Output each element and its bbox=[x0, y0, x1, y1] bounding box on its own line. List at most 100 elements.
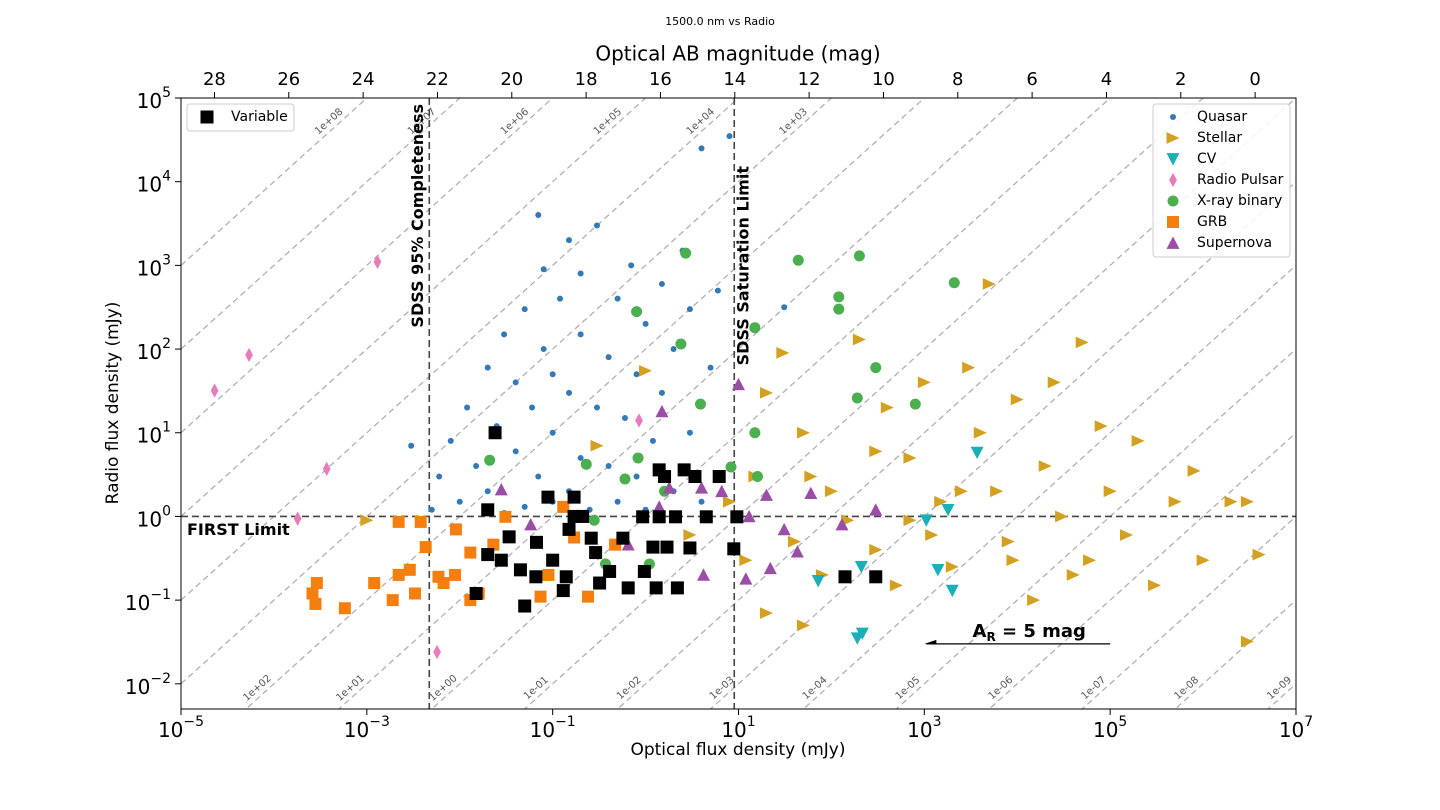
point bbox=[636, 510, 650, 524]
legend-label: Variable bbox=[231, 109, 288, 125]
ratio-line bbox=[337, 98, 1019, 709]
point bbox=[588, 514, 600, 526]
point bbox=[1187, 465, 1201, 477]
x2-tick-label: 0 bbox=[1249, 69, 1260, 90]
point bbox=[869, 543, 883, 556]
point bbox=[449, 568, 462, 581]
point bbox=[1252, 548, 1266, 561]
point bbox=[540, 266, 547, 273]
point bbox=[521, 306, 528, 313]
point bbox=[1147, 579, 1161, 592]
point bbox=[670, 581, 684, 595]
legend-marker bbox=[1166, 236, 1180, 249]
point bbox=[725, 461, 737, 473]
ratio-label: 1e-03 bbox=[708, 675, 737, 702]
point bbox=[245, 347, 253, 363]
reference-label: SDSS Saturation Limit bbox=[734, 166, 753, 366]
point bbox=[686, 306, 693, 313]
point bbox=[1055, 510, 1069, 523]
point bbox=[990, 485, 1004, 498]
point bbox=[739, 572, 753, 585]
point bbox=[501, 331, 508, 338]
point bbox=[727, 542, 741, 556]
point bbox=[670, 346, 677, 353]
point bbox=[683, 541, 697, 555]
point bbox=[1120, 529, 1134, 541]
point bbox=[521, 503, 528, 510]
point bbox=[759, 386, 773, 399]
point bbox=[749, 322, 761, 334]
point bbox=[549, 429, 556, 436]
point bbox=[593, 576, 607, 590]
point bbox=[838, 570, 852, 584]
tick-label: 105 bbox=[137, 85, 171, 113]
ratio-label: 1e-07 bbox=[1079, 675, 1108, 702]
ratio-line bbox=[709, 181, 1296, 709]
point bbox=[677, 463, 691, 477]
point bbox=[835, 518, 849, 531]
point bbox=[464, 404, 471, 411]
point bbox=[637, 564, 651, 578]
x2-tick-label: 28 bbox=[203, 69, 226, 90]
x2-tick-label: 22 bbox=[426, 69, 449, 90]
point bbox=[456, 498, 463, 505]
point bbox=[633, 371, 640, 378]
x-axis-label: Optical flux density (mJy) bbox=[630, 740, 845, 760]
point bbox=[310, 577, 323, 590]
point bbox=[1075, 336, 1089, 349]
point bbox=[919, 514, 933, 527]
point bbox=[484, 454, 496, 466]
point bbox=[1168, 495, 1182, 508]
point bbox=[408, 442, 415, 449]
point bbox=[903, 514, 917, 527]
point bbox=[481, 503, 495, 517]
tick-exponent: −5 bbox=[183, 714, 204, 730]
point bbox=[804, 470, 818, 483]
point bbox=[484, 364, 491, 371]
point bbox=[869, 570, 883, 584]
point bbox=[529, 404, 536, 411]
point bbox=[306, 587, 319, 600]
legend-marker bbox=[200, 110, 214, 124]
legend-marker bbox=[1166, 153, 1180, 166]
x2-tick-label: 20 bbox=[500, 69, 523, 90]
point bbox=[1038, 460, 1052, 472]
tick-base: 10 bbox=[137, 340, 162, 364]
point bbox=[540, 346, 547, 353]
x2-tick-label: 8 bbox=[952, 69, 963, 90]
point bbox=[698, 498, 705, 505]
point bbox=[360, 514, 374, 527]
point bbox=[577, 270, 584, 277]
point bbox=[556, 584, 570, 598]
ratio-line bbox=[1081, 515, 1296, 709]
point bbox=[751, 471, 763, 483]
point bbox=[962, 361, 976, 374]
point bbox=[759, 607, 773, 619]
point bbox=[649, 581, 663, 595]
point bbox=[698, 145, 705, 152]
point bbox=[934, 495, 948, 508]
x2-tick-label: 2 bbox=[1175, 69, 1186, 90]
point bbox=[889, 579, 903, 592]
point bbox=[338, 602, 351, 615]
tick-label: 105 bbox=[1093, 714, 1127, 742]
point bbox=[502, 530, 516, 544]
point bbox=[386, 594, 399, 607]
point bbox=[566, 237, 573, 244]
point bbox=[557, 295, 564, 302]
point bbox=[973, 426, 987, 439]
point bbox=[695, 481, 709, 494]
tick-label: 100 bbox=[137, 503, 171, 531]
tick-base: 10 bbox=[137, 172, 162, 196]
point bbox=[945, 584, 959, 598]
tick-base: 10 bbox=[344, 718, 369, 742]
ratio-line bbox=[616, 98, 1296, 709]
tick-exponent: 0 bbox=[162, 503, 171, 519]
point bbox=[662, 481, 676, 494]
point bbox=[512, 379, 519, 386]
point bbox=[688, 470, 702, 484]
arrow-label-sub: R bbox=[986, 629, 995, 643]
tick-exponent: 3 bbox=[162, 252, 171, 268]
legend-box bbox=[1152, 103, 1291, 258]
tick-exponent: 7 bbox=[1304, 714, 1313, 730]
